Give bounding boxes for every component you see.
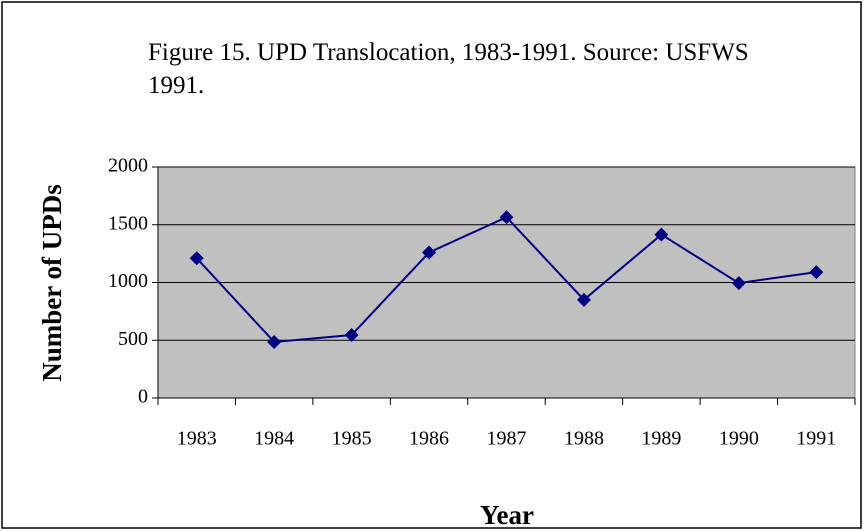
data-marker	[267, 334, 282, 349]
chart-title: Figure 15. UPD Translocation, 1983-1991.…	[148, 39, 749, 99]
x-axis-label: Year	[480, 500, 534, 530]
y-tick-label: 500	[118, 328, 148, 350]
data-marker	[344, 328, 359, 343]
data-marker	[654, 227, 669, 242]
x-tick-label: 1986	[409, 428, 449, 450]
x-tick-label: 1991	[796, 428, 836, 450]
x-tick-label: 1988	[564, 428, 604, 450]
data-marker	[189, 251, 204, 266]
data-marker	[731, 276, 746, 291]
x-tick-label: 1984	[254, 428, 294, 450]
y-axis-label: Number of UPDs	[37, 184, 67, 382]
y-tick-label: 2000	[108, 155, 148, 177]
data-marker	[809, 265, 824, 280]
y-tick-label: 1000	[108, 270, 148, 292]
data-marker	[499, 210, 514, 225]
data-marker	[422, 245, 437, 260]
x-tick-label: 1989	[641, 428, 681, 450]
data-marker	[576, 292, 591, 307]
x-tick-label: 1990	[719, 428, 759, 450]
x-tick-label: 1987	[487, 428, 527, 450]
y-tick-label: 0	[138, 386, 148, 408]
x-tick-label: 1985	[332, 428, 372, 450]
x-tick-label: 1983	[177, 428, 217, 450]
y-tick-label: 1500	[108, 212, 148, 234]
